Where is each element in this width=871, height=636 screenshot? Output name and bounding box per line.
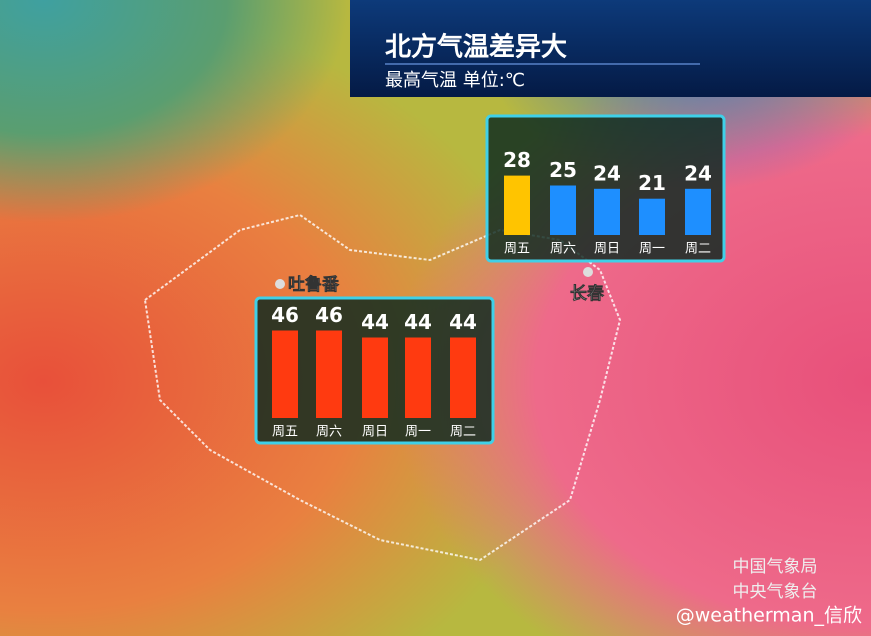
subtitle: 最高气温 单位:℃ <box>385 70 525 91</box>
value-label: 25 <box>549 158 577 182</box>
bar <box>504 175 530 235</box>
category-label: 周二 <box>450 425 476 440</box>
bar <box>594 188 620 235</box>
value-label: 44 <box>404 310 432 334</box>
bar <box>550 185 576 235</box>
value-label: 44 <box>449 310 477 334</box>
city-label: 长春 <box>570 283 604 304</box>
value-label: 44 <box>361 310 389 334</box>
bar <box>272 330 298 418</box>
category-label: 周日 <box>594 242 620 257</box>
value-label: 24 <box>684 161 712 185</box>
watermark: @weatherman_信欣 <box>676 605 862 627</box>
bar <box>685 188 711 235</box>
bar <box>639 198 665 235</box>
bar <box>450 337 476 418</box>
credit: 中国气象局 <box>733 557 818 577</box>
category-label: 周五 <box>272 425 298 440</box>
country-border <box>143 213 622 562</box>
value-label: 46 <box>271 303 299 327</box>
value-label: 28 <box>503 148 531 172</box>
category-label: 周一 <box>639 242 665 257</box>
value-label: 21 <box>638 171 666 195</box>
bar <box>362 337 388 418</box>
title-panel <box>350 0 871 97</box>
value-label: 46 <box>315 303 343 327</box>
category-label: 周一 <box>405 425 431 440</box>
credit: 中央气象台 <box>733 582 818 602</box>
bar <box>316 330 342 418</box>
category-label: 周六 <box>316 425 342 440</box>
city-label: 吐鲁番 <box>288 274 340 295</box>
category-label: 周六 <box>550 242 576 257</box>
category-label: 周日 <box>362 425 388 440</box>
category-label: 周五 <box>504 242 530 257</box>
title: 北方气温差异大 <box>385 32 567 63</box>
city-dot <box>275 279 285 289</box>
category-label: 周二 <box>685 242 711 257</box>
bar <box>405 337 431 418</box>
city-dot <box>583 267 593 277</box>
value-label: 24 <box>593 161 621 185</box>
